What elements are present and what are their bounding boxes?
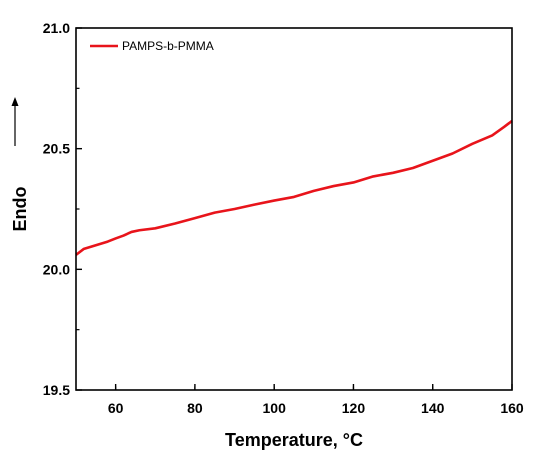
y-tick-label: 21.0 [43,20,70,36]
legend: PAMPS-b-PMMA [90,39,214,53]
x-tick-label: 100 [263,400,287,416]
plot-area [75,119,513,256]
legend-label: PAMPS-b-PMMA [122,39,214,53]
y-tick-label: 20.5 [43,141,70,157]
series-line [75,119,513,256]
x-tick-label: 160 [500,400,524,416]
arrow-head [11,97,19,106]
x-tick-label: 80 [187,400,203,416]
x-tick-label: 60 [108,400,124,416]
axes: 60 80 100 120 140 160 19.5 20.0 20.5 21.0 [43,20,524,416]
x-tick-label: 140 [421,400,445,416]
y-axis-title: Endo [10,187,30,232]
x-tick-label: 120 [342,400,366,416]
x-axis-title: Temperature, °C [225,430,363,450]
y-axis-arrow-icon [11,97,19,146]
y-tick-label: 19.5 [43,382,70,398]
plot-frame [75,27,513,391]
y-tick-label: 20.0 [43,261,70,277]
